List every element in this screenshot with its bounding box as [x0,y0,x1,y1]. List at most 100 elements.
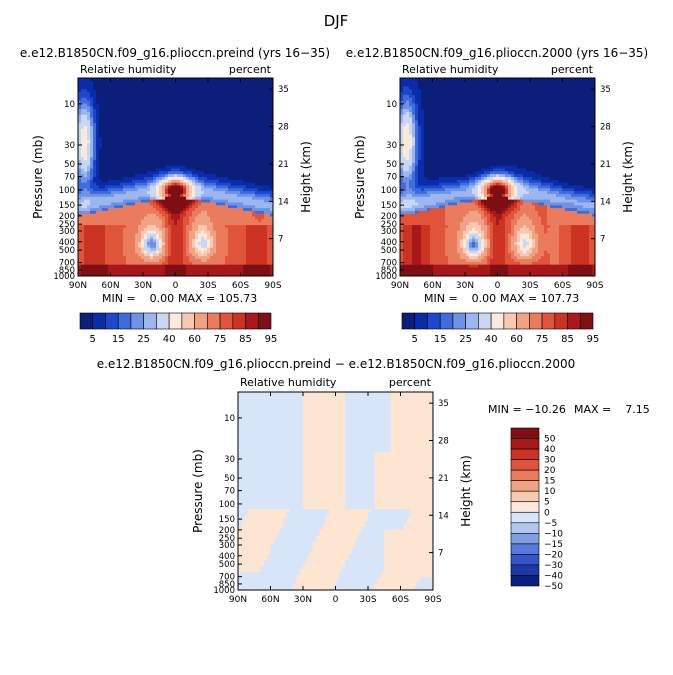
field-cell [210,126,214,130]
field-cell [120,145,124,150]
field-cell [156,188,160,192]
field-cell [114,148,118,153]
field-cell [439,80,443,85]
field-cell [505,94,509,99]
field-cell [198,247,202,252]
field-cell [267,244,271,249]
field-cell [213,154,217,158]
field-cell [96,165,100,170]
field-cell [90,145,94,150]
field-cell [243,222,247,226]
field-cell [192,160,196,164]
field-cell [141,92,145,96]
field-cell [189,89,193,93]
field-cell [117,145,121,150]
field-cell [96,196,100,201]
field-cell [93,270,97,274]
field-cell [156,244,160,249]
field-cell [156,210,160,215]
field-cell [156,179,160,184]
field-cell [222,148,226,153]
field-cell [114,242,118,246]
field-cell [267,196,271,201]
field-cell [150,140,154,144]
field-cell [481,94,485,99]
field-cell [162,177,166,181]
field-cell [234,171,238,175]
field-cell [180,259,184,263]
field-cell [225,179,229,184]
field-cell [171,131,175,136]
field-cell [135,273,139,276]
field-cell [571,80,575,85]
field-cell [96,230,100,235]
field-cell [255,160,259,164]
field-cell [105,154,109,158]
field-cell [210,250,214,254]
field-cell [102,210,106,215]
field-cell [219,216,223,221]
field-cell [132,103,136,107]
field-cell [138,160,142,164]
field-cell [219,126,223,130]
field-cell [153,143,157,147]
field-cell [228,120,232,124]
panel1-field [78,78,273,276]
field-cell [183,227,187,232]
field-cell [535,78,539,82]
field-cell [186,199,190,204]
field-cell [162,128,166,133]
field-cell [556,89,560,93]
field-cell [222,151,226,155]
field-cell [81,208,85,212]
field-cell [126,117,130,122]
field-cell [105,205,109,209]
field-cell [183,111,187,116]
field-cell [261,117,265,122]
field-cell [270,205,273,209]
field-cell [117,230,121,235]
field-cell [589,86,593,90]
field-cell [207,134,211,138]
field-cell [99,216,103,221]
field-cell [174,86,178,90]
field-cell [117,259,121,263]
field-cell [150,126,154,130]
field-cell [153,111,157,116]
field-cell [427,80,431,85]
field-cell [177,253,181,257]
field-cell [84,148,88,153]
field-cell [174,83,178,88]
field-cell [240,264,244,269]
field-cell [213,109,217,113]
field-cell [186,114,190,119]
field-cell [547,83,551,88]
field-cell [234,193,238,198]
field-cell [141,154,145,158]
field-cell [126,210,130,215]
field-cell [105,143,109,147]
field-cell [141,109,145,113]
field-cell [240,210,244,215]
field-cell [123,222,127,226]
field-cell [147,267,151,271]
field-cell [267,154,271,158]
field-cell [78,199,82,204]
field-cell [96,250,100,254]
field-cell [270,185,273,189]
field-cell [144,247,148,252]
field-cell [162,162,166,167]
field-cell [252,162,256,167]
field-cell [144,134,148,138]
field-cell [165,247,169,252]
field-cell [463,83,467,88]
field-cell [189,120,193,124]
field-cell [132,202,136,206]
field-cell [240,165,244,170]
field-cell [246,242,250,246]
field-cell [261,225,265,229]
field-cell [180,126,184,130]
field-cell [255,94,259,99]
field-cell [165,103,169,107]
field-cell [120,236,124,240]
